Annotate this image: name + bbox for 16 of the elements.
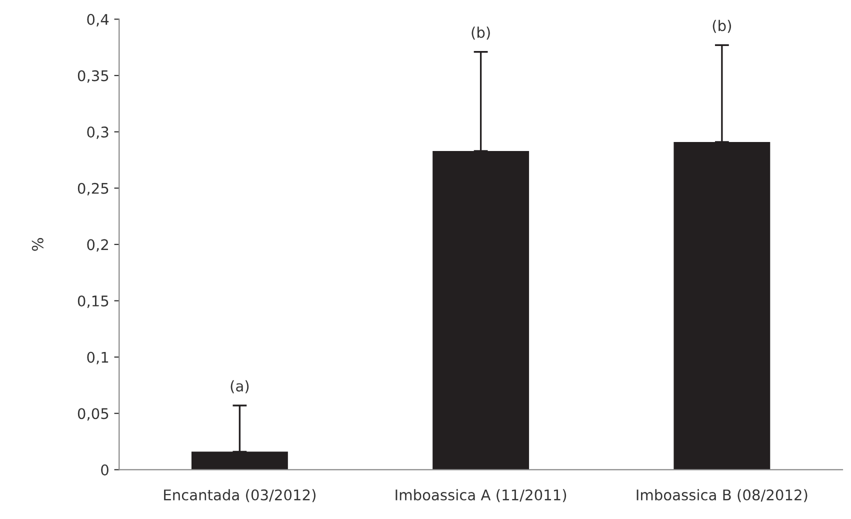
y-tick-label: 0,25 bbox=[78, 182, 108, 196]
x-tick-label: Imboassica A (11/2011) bbox=[396, 489, 566, 502]
x-tick-label: Imboassica B (08/2012) bbox=[636, 489, 808, 502]
y-tick-label: 0,15 bbox=[78, 295, 108, 308]
y-axis-title: % bbox=[32, 238, 44, 251]
y-tick-label: 0,3 bbox=[87, 126, 108, 140]
y-tick-label: 0 bbox=[101, 464, 108, 476]
y-tick-label: 0,2 bbox=[87, 239, 108, 252]
y-tick-label: 0,1 bbox=[87, 352, 108, 364]
y-tick-label: 0,05 bbox=[78, 408, 108, 421]
x-tick-label: Encantada (03/2012) bbox=[164, 489, 316, 502]
y-tick-label: 0,4 bbox=[87, 14, 109, 26]
annotation: (a) bbox=[230, 380, 249, 394]
y-tick-label: 0,35 bbox=[78, 70, 108, 83]
annotation: (b) bbox=[472, 26, 490, 40]
annotation: (b) bbox=[712, 20, 731, 33]
